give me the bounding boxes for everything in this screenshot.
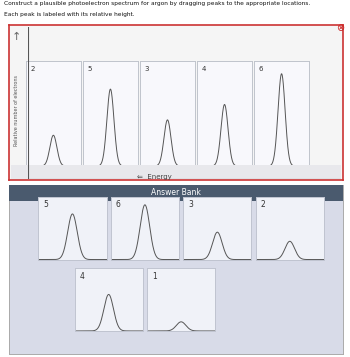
Text: ⇐  Energy: ⇐ Energy bbox=[136, 175, 172, 180]
Text: 6: 6 bbox=[258, 66, 263, 72]
Text: 1: 1 bbox=[152, 272, 156, 281]
Text: ⊗: ⊗ bbox=[336, 23, 344, 33]
Text: ↑: ↑ bbox=[12, 32, 21, 42]
Text: 5: 5 bbox=[43, 200, 48, 209]
Text: Relative number of electrons: Relative number of electrons bbox=[14, 75, 19, 146]
Text: 4: 4 bbox=[79, 272, 84, 281]
Text: Answer Bank: Answer Bank bbox=[151, 188, 201, 197]
Text: 3: 3 bbox=[188, 200, 193, 209]
Text: 2: 2 bbox=[30, 66, 34, 72]
Text: 2: 2 bbox=[260, 200, 265, 209]
Text: 6: 6 bbox=[116, 200, 120, 209]
Text: Each peak is labeled with its relative height.: Each peak is labeled with its relative h… bbox=[4, 12, 134, 17]
Text: 3: 3 bbox=[144, 66, 149, 72]
Text: 4: 4 bbox=[201, 66, 205, 72]
Text: Construct a plausible photoelectron spectrum for argon by dragging peaks to the : Construct a plausible photoelectron spec… bbox=[4, 1, 310, 6]
Text: 5: 5 bbox=[87, 66, 91, 72]
